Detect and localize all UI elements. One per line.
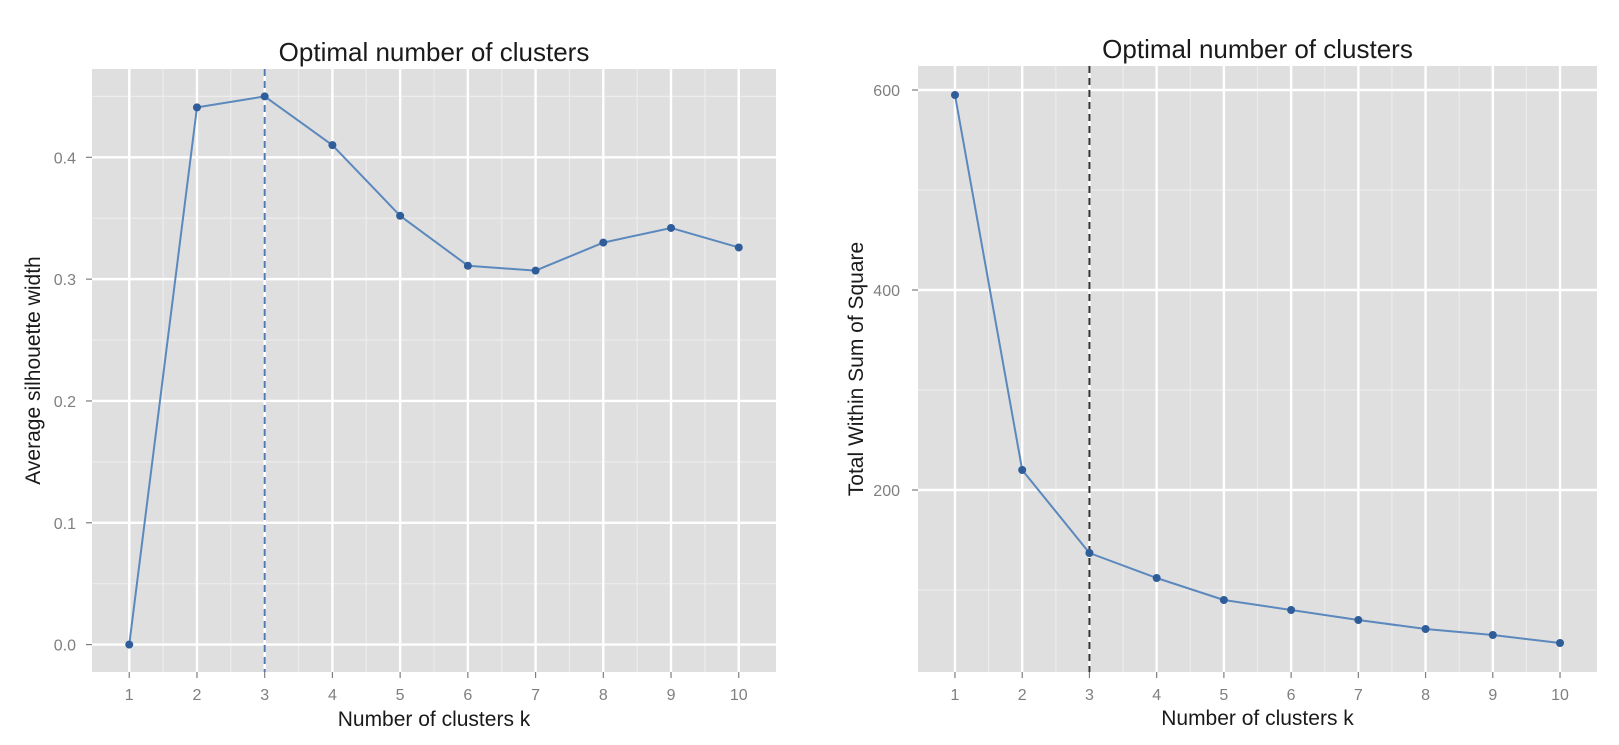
silhouette-data-point [192, 103, 201, 112]
silhouette-y-tick-label: 0.2 [54, 394, 76, 411]
wss-y-ticks: 200 400 600 [873, 83, 918, 500]
wss-minor-grid [918, 66, 1597, 672]
wss-y-tick-label: 400 [873, 283, 900, 300]
wss-data-point [1152, 574, 1161, 582]
silhouette-data-point [328, 141, 337, 150]
silhouette-series-line [128, 95, 740, 645]
wss-y-axis-title: Total Within Sum of Square [845, 242, 868, 496]
wss-data-point [1421, 625, 1430, 633]
wss-major-grid [918, 66, 1597, 672]
silhouette-data-point [734, 243, 743, 252]
silhouette-x-tick-label: 7 [531, 687, 540, 704]
wss-x-tick-label: 1 [951, 687, 960, 704]
wss-data-point [1085, 549, 1094, 557]
silhouette-x-tick-label: 3 [260, 687, 269, 704]
silhouette-data-point [463, 261, 472, 270]
silhouette-chart: 1 2 3 4 5 6 7 8 9 10 0.0 0.1 0.2 0.3 0.4 Optimal numb… [22, 37, 776, 731]
silhouette-data-point [531, 266, 540, 275]
silhouette-y-ticks: 0.0 0.1 0.2 0.3 0.4 [54, 150, 92, 655]
silhouette-y-tick-label: 0.4 [54, 150, 76, 167]
silhouette-points [125, 92, 743, 649]
wss-data-point [1219, 596, 1228, 604]
wss-chart: 1 2 3 4 5 6 7 8 9 10 200 400 600 Optimal number of … [845, 34, 1597, 730]
wss-x-tick-label: 7 [1354, 687, 1363, 704]
wss-x-tick-label: 6 [1287, 687, 1296, 704]
silhouette-x-tick-label: 9 [667, 687, 676, 704]
wss-series-line [953, 94, 1561, 644]
wss-x-tick-label: 5 [1219, 687, 1228, 704]
silhouette-x-tick-label: 2 [193, 687, 202, 704]
wss-data-point [1354, 616, 1363, 624]
wss-data-point [950, 91, 959, 99]
wss-data-point [1287, 606, 1296, 614]
silhouette-x-tick-label: 6 [463, 687, 472, 704]
silhouette-minor-grid [92, 69, 776, 672]
silhouette-x-axis-title: Number of clusters k [338, 708, 531, 731]
silhouette-x-ticks: 1 2 3 4 5 6 7 8 9 10 [125, 672, 748, 704]
wss-chart-title: Optimal number of clusters [1102, 34, 1413, 64]
silhouette-y-tick-label: 0.0 [54, 638, 76, 655]
wss-x-tick-label: 9 [1488, 687, 1497, 704]
silhouette-y-axis-title: Average silhouette width [22, 256, 45, 484]
wss-data-point [1488, 631, 1497, 639]
silhouette-x-tick-label: 5 [396, 687, 405, 704]
silhouette-data-point [260, 92, 269, 101]
wss-x-tick-label: 10 [1551, 687, 1569, 704]
silhouette-x-tick-label: 10 [730, 687, 748, 704]
silhouette-y-tick-label: 0.3 [54, 272, 76, 289]
silhouette-data-point [396, 211, 405, 220]
wss-y-tick-label: 200 [873, 483, 900, 500]
silhouette-data-point [125, 640, 134, 649]
wss-x-tick-label: 8 [1421, 687, 1430, 704]
silhouette-data-point [667, 223, 676, 232]
wss-x-axis-title: Number of clusters k [1161, 707, 1354, 730]
wss-x-tick-label: 4 [1152, 687, 1161, 704]
wss-y-tick-label: 600 [873, 83, 900, 100]
wss-x-tick-label: 3 [1085, 687, 1094, 704]
silhouette-chart-title: Optimal number of clusters [279, 37, 590, 67]
wss-points [950, 91, 1565, 647]
silhouette-data-point [599, 238, 608, 247]
wss-data-point [1018, 466, 1027, 474]
wss-x-ticks: 1 2 3 4 5 6 7 8 9 10 [951, 672, 1569, 704]
wss-data-point [1556, 639, 1565, 647]
silhouette-x-tick-label: 1 [125, 687, 134, 704]
silhouette-x-tick-label: 4 [328, 687, 337, 704]
silhouette-x-tick-label: 8 [599, 687, 608, 704]
silhouette-y-tick-label: 0.1 [54, 516, 76, 533]
wss-x-tick-label: 2 [1018, 687, 1027, 704]
